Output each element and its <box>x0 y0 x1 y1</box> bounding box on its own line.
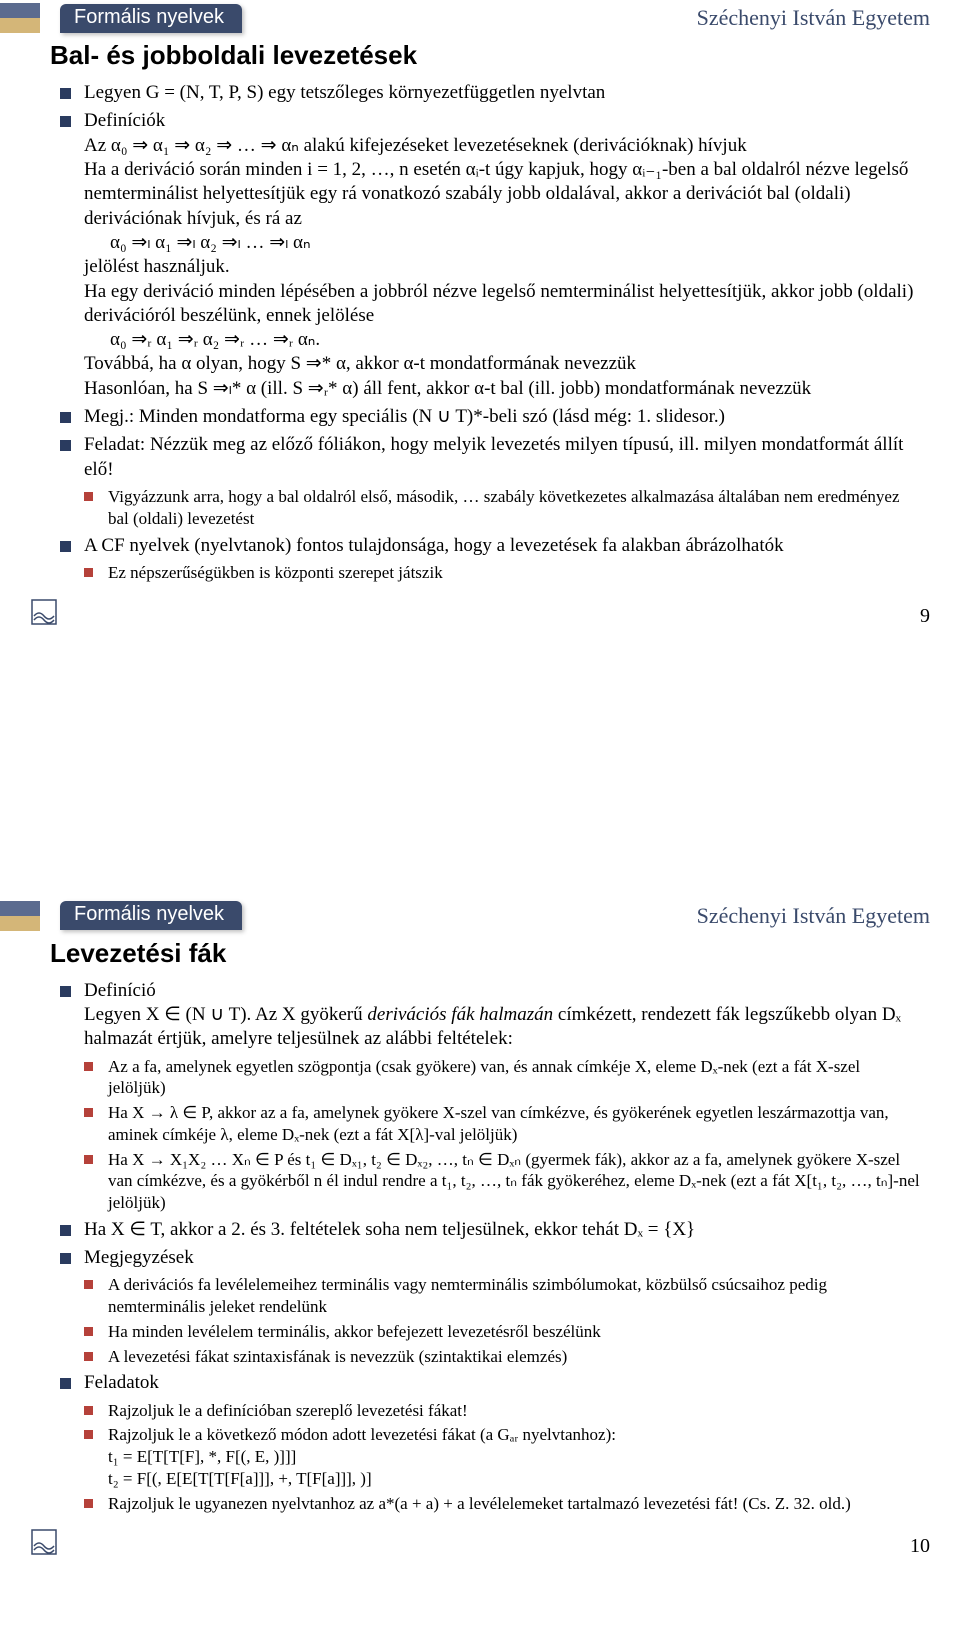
text: Ha a deriváció során minden i = 1, 2, …,… <box>84 159 908 229</box>
slide-title: Bal- és jobboldali levezetések <box>50 40 960 71</box>
sub-bullet: A derivációs fa levélelemeihez termináli… <box>84 1274 920 1318</box>
text: Továbbá, ha α olyan, hogy S ⇒* α, akkor … <box>84 353 636 374</box>
page-number: 9 <box>920 605 930 628</box>
header-tab: Formális nyelvek <box>60 4 242 33</box>
sub-bullet: Ha X → X₁X₂ … Xₙ ∈ P és t₁ ∈ Dₓ₁, t₂ ∈ D… <box>84 1149 920 1214</box>
text: Rajzoljuk le a definícióban szereplő lev… <box>108 1401 468 1420</box>
sub-bullet: Vigyázzunk arra, hogy a bal oldalról els… <box>84 486 920 530</box>
header-accent <box>0 3 40 33</box>
university-logo-icon <box>30 598 58 626</box>
header-university: Széchenyi István Egyetem <box>697 5 930 31</box>
sub-bullet: Ha X → λ ∈ P, akkor az a fa, amelynek gy… <box>84 1102 920 1146</box>
slide-9: Formális nyelvek Széchenyi István Egyete… <box>0 0 960 638</box>
text: A levezetési fákat szintaxisfának is nev… <box>108 1347 567 1366</box>
header-bar: Formális nyelvek Széchenyi István Egyete… <box>0 898 960 934</box>
formula: t₂ = F[(, E[E[T[T[F[a]]], +, T[F[a]]], )… <box>108 1469 372 1488</box>
italic-term: derivációs fák halmazán <box>367 1004 553 1025</box>
sub-bullet: Rajzoljuk le a definícióban szereplő lev… <box>84 1400 920 1422</box>
sub-bullet: Ez népszerűségükben is központi szerepet… <box>84 562 920 584</box>
text: Definíció <box>84 980 156 1001</box>
text: Ha X → λ ∈ P, akkor az a fa, amelynek gy… <box>108 1103 889 1144</box>
text: Az α₀ ⇒ α₁ ⇒ α₂ ⇒ … ⇒ αₙ alakú kifejezés… <box>84 135 747 156</box>
slide-title: Levezetési fák <box>50 938 960 969</box>
bullet: Feladatok Rajzoljuk le a definícióban sz… <box>60 1371 920 1514</box>
text: Rajzoljuk le a következő módon adott lev… <box>108 1425 616 1444</box>
bullet: Megjegyzések A derivációs fa levélelemei… <box>60 1246 920 1367</box>
text: Ez népszerűségükben is központi szerepet… <box>108 563 443 582</box>
text: Legyen G = (N, T, P, S) egy tetszőleges … <box>84 82 605 103</box>
text: Rajzoljuk le ugyanezen nyelvtanhoz az a*… <box>108 1494 851 1513</box>
sub-bullet: Ha minden levélelem terminális, akkor be… <box>84 1321 920 1343</box>
text: A derivációs fa levélelemeihez termináli… <box>108 1275 827 1316</box>
text: Definíciók <box>84 110 165 131</box>
slide-content: Definíció Legyen X ∈ (N ∪ T). Az X gyöke… <box>60 979 920 1515</box>
slide-content: Legyen G = (N, T, P, S) egy tetszőleges … <box>60 81 920 584</box>
header-university: Széchenyi István Egyetem <box>697 903 930 929</box>
text: Feladatok <box>84 1372 159 1393</box>
text: Az a fa, amelynek egyetlen szögpontja (c… <box>108 1057 860 1098</box>
bullet: A CF nyelvek (nyelvtanok) fontos tulajdo… <box>60 534 920 584</box>
sub-bullet: Rajzoljuk le ugyanezen nyelvtanhoz az a*… <box>84 1493 920 1515</box>
sub-bullet: Az a fa, amelynek egyetlen szögpontja (c… <box>84 1056 920 1100</box>
header-bar: Formális nyelvek Széchenyi István Egyete… <box>0 0 960 36</box>
text: Ha egy deriváció minden lépésében a jobb… <box>84 281 913 326</box>
page-number: 10 <box>910 1535 930 1558</box>
sub-bullet: Rajzoljuk le a következő módon adott lev… <box>84 1424 920 1489</box>
bullet: Definíció Legyen X ∈ (N ∪ T). Az X gyöke… <box>60 979 920 1214</box>
text: jelölést használjuk. <box>84 256 230 277</box>
sub-bullet: A levezetési fákat szintaxisfának is nev… <box>84 1346 920 1368</box>
text: Hasonlóan, ha S ⇒ₗ* α (ill. S ⇒ᵣ* α) áll… <box>84 378 811 399</box>
bullet: Megj.: Minden mondatforma egy speciális … <box>60 405 920 429</box>
text: Vigyázzunk arra, hogy a bal oldalról els… <box>108 487 900 528</box>
formula: t₁ = E[T[T[F], *, F[(, E, )]]] <box>108 1447 296 1466</box>
bullet: Legyen G = (N, T, P, S) egy tetszőleges … <box>60 81 920 105</box>
formula: α₀ ⇒ᵣ α₁ ⇒ᵣ α₂ ⇒ᵣ … ⇒ᵣ αₙ. <box>110 329 320 350</box>
text: Legyen X ∈ (N ∪ T). Az X gyökerű <box>84 1004 367 1025</box>
text: Ha X ∈ T, akkor a 2. és 3. feltételek so… <box>84 1219 695 1240</box>
slide-gap <box>0 638 960 898</box>
slide-10: Formális nyelvek Széchenyi István Egyete… <box>0 898 960 1569</box>
bullet: Ha X ∈ T, akkor a 2. és 3. feltételek so… <box>60 1218 920 1242</box>
text: Megj.: Minden mondatforma egy speciális … <box>84 406 725 427</box>
university-logo-icon <box>30 1528 58 1556</box>
bullet: Feladat: Nézzük meg az előző fóliákon, h… <box>60 433 920 529</box>
text: Megjegyzések <box>84 1247 194 1268</box>
header-tab: Formális nyelvek <box>60 901 242 930</box>
formula: α₀ ⇒ₗ α₁ ⇒ₗ α₂ ⇒ₗ … ⇒ₗ αₙ <box>110 232 311 253</box>
bullet: Definíciók Az α₀ ⇒ α₁ ⇒ α₂ ⇒ … ⇒ αₙ alak… <box>60 109 920 401</box>
header-accent <box>0 901 40 931</box>
text: A CF nyelvek (nyelvtanok) fontos tulajdo… <box>84 535 784 556</box>
text: Ha minden levélelem terminális, akkor be… <box>108 1322 601 1341</box>
text: Ha X → X₁X₂ … Xₙ ∈ P és t₁ ∈ Dₓ₁, t₂ ∈ D… <box>108 1150 920 1213</box>
text: Feladat: Nézzük meg az előző fóliákon, h… <box>84 434 903 479</box>
